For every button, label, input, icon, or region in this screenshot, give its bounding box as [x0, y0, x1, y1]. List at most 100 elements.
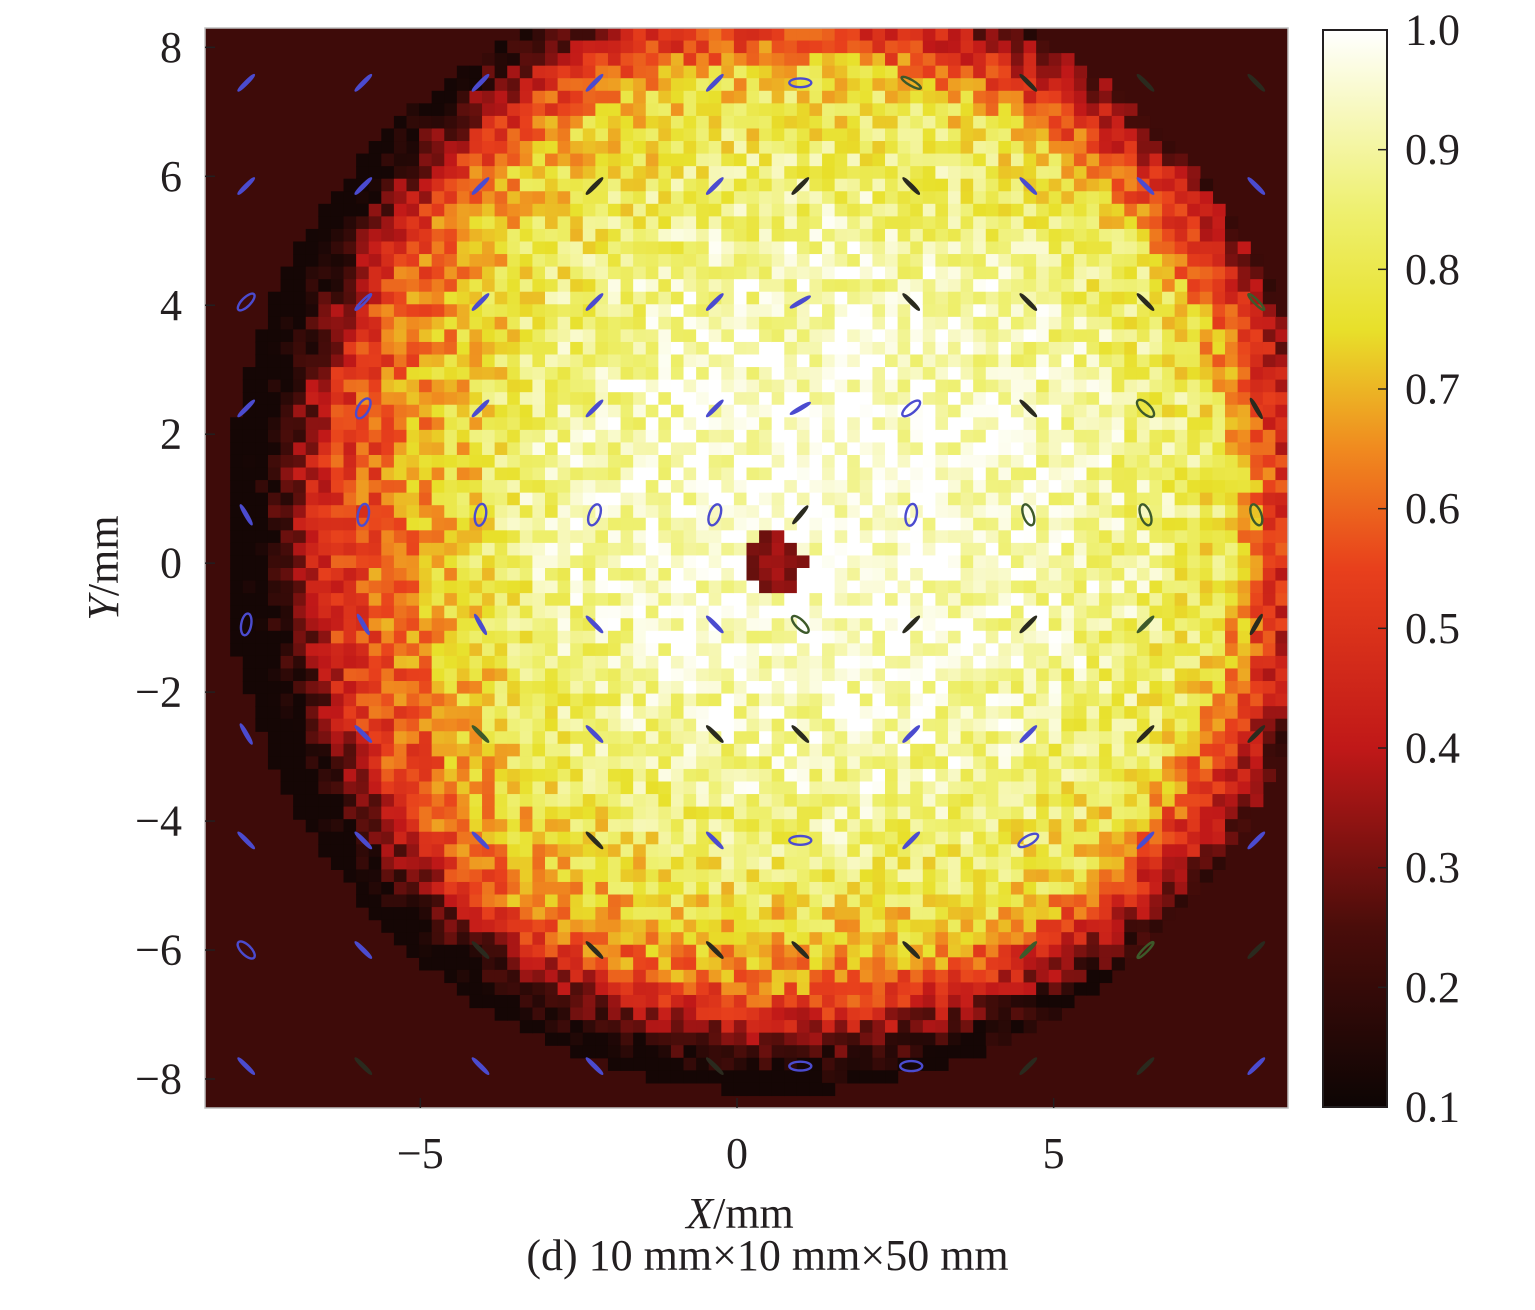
heatmap-cell: [670, 28, 685, 42]
heatmap-cell: [230, 517, 244, 531]
heatmap-cell: [973, 831, 987, 845]
heatmap-cell: [859, 668, 874, 682]
heatmap-cell: [998, 693, 1012, 707]
heatmap-cell: [482, 555, 496, 569]
heatmap-cell: [960, 354, 974, 368]
heatmap-cell: [784, 1082, 798, 1097]
heatmap-cell: [444, 442, 458, 456]
heatmap-cell: [456, 768, 471, 783]
heatmap-cell: [872, 593, 886, 607]
heatmap-cell: [645, 241, 659, 255]
heatmap-cell: [746, 768, 760, 783]
heatmap-cell: [595, 28, 609, 42]
heatmap-cell: [582, 580, 596, 594]
heatmap-cell: [633, 957, 647, 971]
heatmap-cell: [607, 492, 622, 506]
heatmap-cell: [406, 279, 420, 293]
heatmap-cell: [557, 668, 571, 682]
heatmap-cell: [696, 241, 710, 255]
heatmap-cell: [620, 505, 634, 519]
heatmap-cell: [897, 241, 911, 255]
heatmap-cell: [859, 718, 874, 732]
heatmap-cell: [973, 103, 987, 117]
heatmap-cell: [444, 480, 458, 494]
heatmap-cell: [947, 982, 962, 996]
heatmap-cell: [859, 542, 874, 557]
heatmap-cell: [784, 618, 798, 632]
heatmap-cell: [721, 655, 735, 670]
heatmap-cell: [1048, 141, 1062, 155]
heatmap-cell: [645, 191, 659, 205]
heatmap-cell: [293, 555, 307, 569]
heatmap-cell: [1010, 932, 1025, 946]
heatmap-cell: [834, 40, 848, 54]
heatmap-cell: [1010, 467, 1025, 481]
heatmap-cell: [330, 844, 345, 858]
heatmap-cell: [670, 128, 685, 142]
heatmap-cell: [570, 907, 584, 921]
heatmap-cell: [368, 618, 382, 632]
heatmap-cell: [935, 907, 949, 921]
heatmap-cell: [885, 103, 899, 117]
heatmap-cell: [330, 831, 345, 845]
heatmap-cell: [670, 1032, 685, 1046]
heatmap-cell: [960, 1045, 974, 1059]
heatmap-cell: [444, 115, 458, 130]
heatmap-cell: [633, 982, 647, 996]
heatmap-cell: [658, 580, 672, 594]
heatmap-cell: [872, 756, 886, 770]
heatmap-cell: [318, 404, 332, 418]
heatmap-cell: [633, 78, 647, 92]
heatmap-cell: [419, 580, 433, 594]
heatmap-cell: [985, 794, 999, 808]
heatmap-cell: [532, 844, 546, 858]
heatmap-cell: [1036, 128, 1050, 142]
heatmap-cell: [746, 153, 760, 167]
heatmap-cell: [406, 932, 420, 946]
heatmap-cell: [872, 1045, 886, 1059]
heatmap-cell: [570, 279, 584, 293]
heatmap-cell: [330, 228, 345, 243]
heatmap-cell: [620, 580, 634, 594]
heatmap-cell: [1061, 718, 1075, 732]
heatmap-cell: [696, 969, 710, 984]
heatmap-cell: [607, 944, 622, 958]
heatmap-cell: [444, 467, 458, 481]
heatmap-cell: [419, 643, 433, 657]
heatmap-cell: [582, 480, 596, 494]
heatmap-cell: [985, 115, 999, 130]
heatmap-cell: [570, 254, 584, 268]
heatmap-cell: [419, 178, 433, 192]
heatmap-cell: [1010, 341, 1025, 356]
heatmap-cell: [947, 756, 962, 770]
heatmap-cell: [419, 819, 433, 833]
heatmap-cell: [469, 454, 483, 469]
heatmap-cell: [947, 90, 962, 104]
heatmap-cell: [922, 191, 936, 205]
heatmap-cell: [885, 568, 899, 582]
heatmap-cell: [733, 141, 748, 155]
heatmap-cell: [658, 480, 672, 494]
heatmap-cell: [796, 191, 811, 205]
heatmap-cell: [381, 266, 395, 280]
heatmap-cell: [834, 756, 848, 770]
heatmap-cell: [1048, 969, 1062, 984]
heatmap-cell: [998, 994, 1012, 1009]
heatmap-cell: [456, 78, 471, 92]
heatmap-cell: [519, 480, 534, 494]
heatmap-cell: [494, 542, 508, 557]
heatmap-cell: [809, 228, 823, 243]
heatmap-cell: [469, 869, 483, 883]
heatmap-cell: [935, 542, 949, 557]
heatmap-cell: [746, 593, 760, 607]
heatmap-cell: [1036, 103, 1050, 117]
heatmap-cell: [885, 806, 899, 820]
heatmap-cell: [834, 969, 848, 984]
heatmap-cell: [645, 932, 659, 946]
heatmap-cell: [796, 517, 811, 531]
heatmap-cell: [482, 304, 496, 318]
heatmap-cell: [444, 919, 458, 933]
heatmap-cell: [872, 794, 886, 808]
heatmap-cell: [570, 806, 584, 820]
heatmap-cell: [532, 53, 546, 67]
